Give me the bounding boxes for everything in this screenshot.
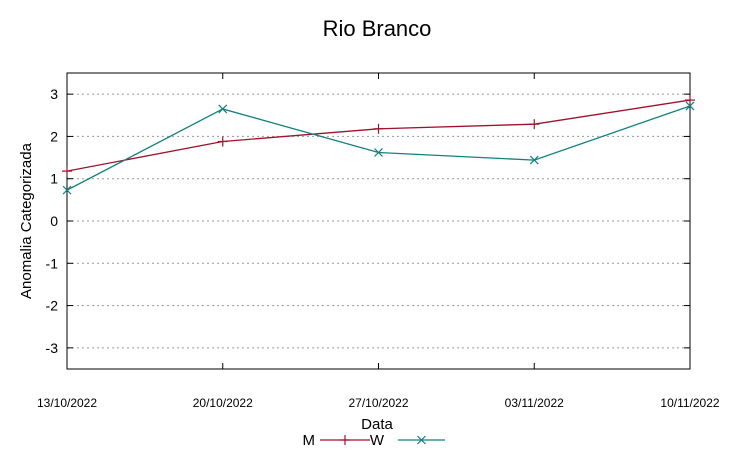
series-line-m: [66, 99, 691, 172]
data-point-m: [373, 123, 384, 134]
data-point-w: [685, 101, 695, 111]
data-point-w: [218, 104, 228, 114]
y-tick-label: -1: [46, 255, 59, 271]
data-point-w: [62, 185, 72, 195]
x-axis-ticks: 13/10/2022 20/10/2022 27/10/2022 03/11/2022…: [37, 73, 720, 410]
x-tick-label: 20/10/2022: [193, 396, 253, 410]
data-point-m: [217, 136, 228, 147]
y-tick-label: -2: [46, 298, 59, 314]
y-axis-label: Anomalia Categorizada: [18, 142, 35, 299]
series-group: [62, 95, 695, 195]
series-line-w: [66, 105, 691, 191]
plot-frame: [66, 72, 691, 370]
x-tick-label: 13/10/2022: [37, 396, 97, 410]
data-point-m: [62, 166, 72, 177]
y-axis-ticks: 3 2 1 0 -1 -2 -3: [46, 86, 690, 356]
y-tick-label: 0: [50, 213, 58, 229]
legend-label-m: M: [303, 432, 316, 449]
x-tick-label: 27/10/2022: [348, 396, 408, 410]
data-point-m: [685, 95, 695, 106]
y-tick-label: 3: [50, 86, 58, 102]
x-axis-label: Data: [361, 416, 393, 433]
grid-lines: [67, 93, 690, 349]
data-point-w: [529, 155, 539, 165]
y-tick-label: -3: [46, 340, 59, 356]
legend-label-w: W: [370, 432, 385, 449]
chart-title: Rio Branco: [323, 16, 432, 41]
y-tick-label: 2: [50, 128, 58, 144]
x-tick-label: 03/11/2022: [505, 396, 564, 410]
x-tick-label: 10/11/2022: [660, 396, 719, 410]
data-point-w: [374, 148, 383, 157]
y-tick-label: 1: [50, 171, 58, 187]
legend-marker-w: [417, 435, 426, 445]
legend-marker-m: [340, 435, 350, 445]
data-point-m: [529, 119, 540, 130]
